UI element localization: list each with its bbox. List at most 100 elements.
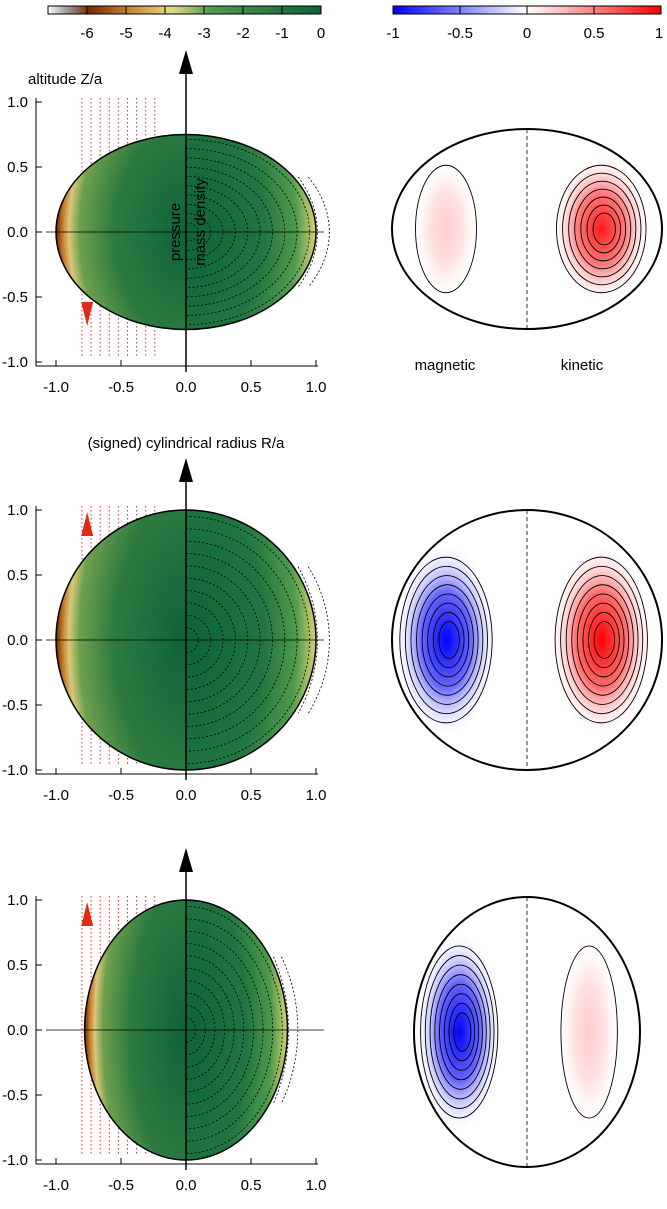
kinetic-energy-blob [557,930,621,1134]
kinetic-contour [560,945,618,1119]
magnetic-contour [410,575,484,705]
magnetic-contour [439,983,483,1081]
kinetic-contour [580,196,627,262]
colorbar-left-ticks: -6 -5 -4 -3 -2 -1 0 [80,6,325,42]
kinetic-contour [565,575,639,705]
y-tick-label: -1.0 [2,762,28,779]
kinetic-energy-blob [549,542,653,738]
flow-arrow-up-icon [81,512,94,536]
x-tick-label: 0.5 [241,1177,262,1194]
magnetic-energy-blob [412,154,480,304]
y-tick-label: 0.0 [7,224,28,241]
right-panels [391,128,663,1168]
colorbar-right: -1 -0.5 0 0.5 1 [386,5,663,42]
colorbar-left-tick-label: -2 [236,25,249,42]
star-boundary [391,509,663,771]
density-contour [273,956,289,1104]
rotation-arrow-icon [179,458,193,482]
y-tick-label: 0.0 [7,632,28,649]
magnetic-contour [415,164,477,294]
pressure-annotation: pressure [167,203,184,261]
left-panel-3: 1.0 0.5 0.0 -0.5 -1.0 -1.0 -0.5 0.0 0.5 1.0 [2,848,326,1194]
magnetic-contour [399,556,493,724]
x-tick-label: 0.5 [241,787,262,804]
magnetic-contour [427,602,470,678]
kinetic-contour [592,212,616,246]
kinetic-contour [571,584,634,696]
left-panel-1: 1.0 0.5 0.0 -0.5 -1.0 -1.0 -0.5 0.0 0.5 1.0 pressu… [2,50,330,396]
y-tick-label: -0.5 [2,697,28,714]
colorbar-left-tick-label: -6 [80,25,93,42]
kinetic-contour [560,565,644,715]
colorbar-left-tick-label: -3 [197,25,210,42]
magnetic-contour [434,974,487,1090]
y-tick-label: 1.0 [7,94,28,111]
density-contour [185,528,298,752]
magnetic-contour [448,1002,476,1062]
kinetic-contour [556,164,647,294]
x-tick-label: 1.0 [306,1177,327,1194]
kinetic-energy-blob [551,154,652,304]
colorbar-left-gradient [47,5,322,15]
magnetic-contour [429,964,491,1100]
left-panels: 1.0 0.5 0.0 -0.5 -1.0 -1.0 -0.5 0.0 0.5 1.0 pressu… [2,50,330,1194]
x-tick-label: 0.5 [241,379,262,396]
density-contour [185,176,261,288]
x-tick-label: 1.0 [306,787,327,804]
star-boundary [391,128,663,330]
x-tick-label: -1.0 [43,379,69,396]
kinetic-contour [588,611,620,669]
x-tick-label: -1.0 [43,1177,69,1194]
x-tick-label: 0.0 [176,379,197,396]
x-tick-label: 0.0 [176,787,197,804]
density-contour [185,602,224,678]
flow-arrow-down-icon [81,302,94,326]
density-contour [308,176,330,288]
magnetic-contour [421,593,474,687]
y-tick-label: 0.0 [7,1022,28,1039]
magnetic-contour [432,611,465,669]
label-magnetic: magnetic [415,357,476,374]
y-tick-label: 0.5 [7,567,28,584]
magnetic-contour [438,621,460,659]
colorbar-left: -6 -5 -4 -3 -2 -1 0 [47,5,325,42]
x-tick-label: -0.5 [108,1177,134,1194]
kinetic-contour [586,204,621,254]
density-contour [185,992,216,1068]
x-tick-label: 0.0 [176,1177,197,1194]
density-contour [281,956,299,1104]
y-tick-label: -0.5 [2,1087,28,1104]
y-tick-label: 1.0 [7,502,28,519]
right-panel-3 [413,896,641,1168]
colorbar-right-ticks: -1 -0.5 0 0.5 1 [386,6,663,42]
y-axis-label: altitude Z/a [28,71,103,88]
kinetic-contour [562,172,642,286]
colorbar-left-tick-label: -4 [158,25,171,42]
y-tick-label: -1.0 [2,1152,28,1169]
kinetic-contour [554,556,648,724]
colorbar-left-tick-label: -1 [275,25,288,42]
colorbar-right-tick-label: 0.5 [584,25,605,42]
magnetic-contour [420,945,499,1119]
density-contour [185,553,273,727]
x-tick-label: -0.5 [108,379,134,396]
kinetic-contour [574,188,632,270]
y-tick-label: -1.0 [2,354,28,371]
magnetic-energy-blob [416,930,503,1134]
colorbar-left-tick-label: -5 [119,25,132,42]
colorbar-right-tick-label: 0 [523,25,531,42]
x-axis-label: (signed) cylindrical radius R/a [88,435,285,452]
y-tick-label: 0.5 [7,159,28,176]
y-tick-label: 1.0 [7,892,28,909]
label-kinetic: kinetic [561,357,604,374]
flow-arrow-up-icon [81,902,94,926]
density-contour [185,955,245,1105]
magnetic-contour [404,565,488,715]
left-panel-2: 1.0 0.5 0.0 -0.5 -1.0 -1.0 -0.5 0.0 0.5 1.0 [2,458,330,804]
y-tick-label: 0.5 [7,957,28,974]
rotation-arrow-icon [179,50,193,74]
density-contour [185,918,274,1142]
colorbar-right-tick-label: -0.5 [447,25,473,42]
x-tick-label: -0.5 [108,787,134,804]
